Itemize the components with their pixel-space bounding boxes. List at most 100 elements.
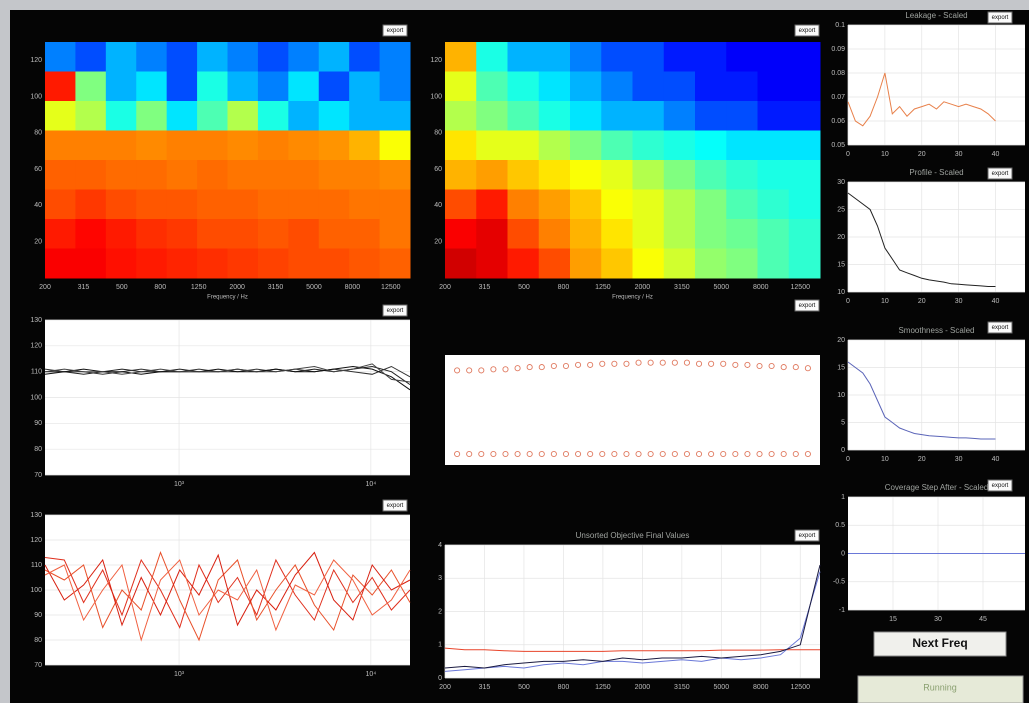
heatmap-cell (75, 42, 107, 72)
x-tick-label: 40 (992, 298, 1000, 305)
x-tick-label: 10³ (174, 481, 185, 488)
heatmap-cell (136, 248, 168, 279)
next-freq-button[interactable] (873, 631, 1007, 657)
heatmap-cell (476, 219, 508, 249)
series-line (44, 363, 411, 383)
x-tick-label: 2000 (635, 284, 651, 291)
heatmap-cell (445, 160, 477, 190)
heatmap-cell (257, 189, 289, 220)
y-tick-label: 0.06 (831, 118, 845, 125)
heatmap-cell (227, 130, 259, 161)
heatmap-cell (105, 130, 137, 161)
y-tick-label: -1 (839, 607, 845, 614)
heatmap-cell (45, 248, 76, 279)
heatmap-cell (601, 189, 633, 220)
x-tick-label: 200 (39, 284, 51, 291)
export-button[interactable] (794, 299, 820, 312)
scatter-point (550, 450, 557, 458)
scatter-point (804, 365, 811, 372)
x-tick-label: 200 (439, 284, 451, 291)
heatmap-cell (349, 130, 381, 161)
scatter-point (538, 450, 545, 458)
y-tick-label: 2 (438, 608, 442, 615)
scatter-point (695, 360, 703, 367)
y-tick-label: 0.1 (835, 22, 845, 29)
heatmap-cell (288, 101, 320, 131)
scatter-point (635, 450, 642, 458)
heatmap-cell (538, 248, 571, 279)
heatmap-cell (695, 42, 727, 72)
heatmap-cell (507, 42, 540, 72)
series-line (44, 365, 411, 378)
heatmap-cell (476, 130, 508, 161)
heatmap-cell (663, 42, 696, 72)
heatmap-cell (136, 130, 168, 161)
heatmap-cell (757, 130, 790, 161)
scatter-point (514, 365, 521, 372)
y-tick-label: 30 (837, 179, 845, 186)
x-tick-label: 8000 (753, 284, 769, 291)
export-label[interactable]: export (992, 325, 1009, 331)
heatmap-cell (757, 248, 790, 279)
export-button[interactable] (987, 479, 1013, 492)
export-label[interactable]: export (992, 15, 1009, 21)
heatmap-cell (288, 71, 320, 102)
y-tick-label: 20 (434, 239, 442, 246)
export-label[interactable]: export (387, 308, 404, 314)
heatmap-cell (445, 219, 477, 249)
x-tick-label: 30 (934, 616, 942, 623)
scatter-point (732, 450, 739, 458)
heatmap-cell (476, 42, 508, 72)
heatmap-cell (379, 219, 411, 249)
export-label[interactable]: export (799, 303, 816, 309)
heatmap-cell (538, 130, 571, 161)
x-tick-label: 0 (846, 151, 850, 158)
heatmap-cell (788, 189, 821, 220)
y-tick-label: 90 (34, 612, 42, 619)
x-tick-label: 15 (889, 616, 897, 623)
export-button[interactable] (987, 321, 1013, 334)
heatmap-cell (257, 71, 289, 102)
export-label[interactable]: export (799, 533, 816, 539)
export-button[interactable] (987, 167, 1013, 180)
export-button[interactable] (794, 529, 820, 542)
export-button[interactable] (794, 24, 820, 37)
export-label[interactable]: export (799, 28, 816, 34)
export-label[interactable]: export (387, 28, 404, 34)
export-button[interactable] (382, 499, 408, 512)
y-tick-label: 0.09 (831, 46, 845, 53)
scatter-point (623, 450, 630, 458)
export-label[interactable]: export (992, 171, 1009, 177)
heatmap-cell (136, 42, 168, 72)
heatmap-cell (45, 42, 76, 72)
heatmap-cell (757, 71, 790, 102)
heatmap-cell (601, 130, 633, 161)
scatter-point (671, 450, 678, 458)
y-tick-label: 70 (34, 662, 42, 669)
export-button[interactable] (382, 304, 408, 317)
heatmap-cell (288, 42, 320, 72)
heatmap-cell (136, 189, 168, 220)
y-tick-label: -0.5 (833, 579, 845, 586)
export-button[interactable] (987, 11, 1013, 24)
heatmap-cell (476, 101, 508, 131)
heatmap-cell (570, 130, 602, 161)
heatmap-cell (166, 130, 198, 161)
export-button[interactable] (382, 24, 408, 37)
export-label[interactable]: export (387, 503, 404, 509)
heatmap-cell (75, 248, 107, 279)
next-freq-label[interactable]: Next Freq (912, 636, 967, 650)
scatter-point (732, 361, 739, 368)
export-label[interactable]: export (992, 483, 1009, 489)
heatmap-cell (663, 189, 696, 220)
heatmap-cell (197, 42, 228, 72)
heatmap-cell (601, 71, 633, 102)
heatmap-cell (75, 101, 107, 131)
scatter-point (780, 364, 787, 371)
heatmap-cell (632, 42, 665, 72)
y-tick-label: 0 (841, 447, 845, 454)
scatter-point (587, 361, 594, 368)
y-tick-label: 60 (34, 166, 42, 173)
heatmap-cell (726, 71, 758, 102)
